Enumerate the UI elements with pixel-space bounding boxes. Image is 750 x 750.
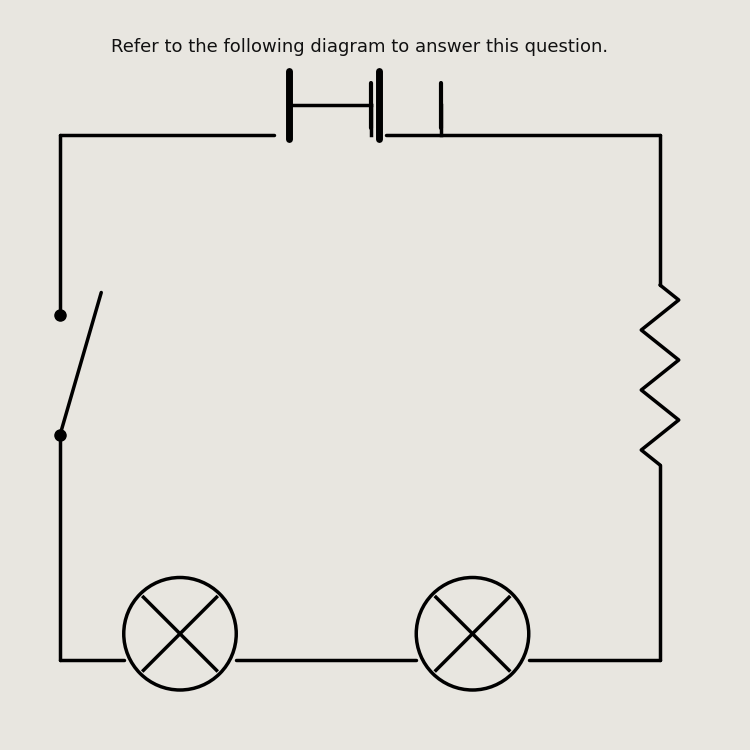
Text: Refer to the following diagram to answer this question.: Refer to the following diagram to answer… — [112, 38, 608, 56]
